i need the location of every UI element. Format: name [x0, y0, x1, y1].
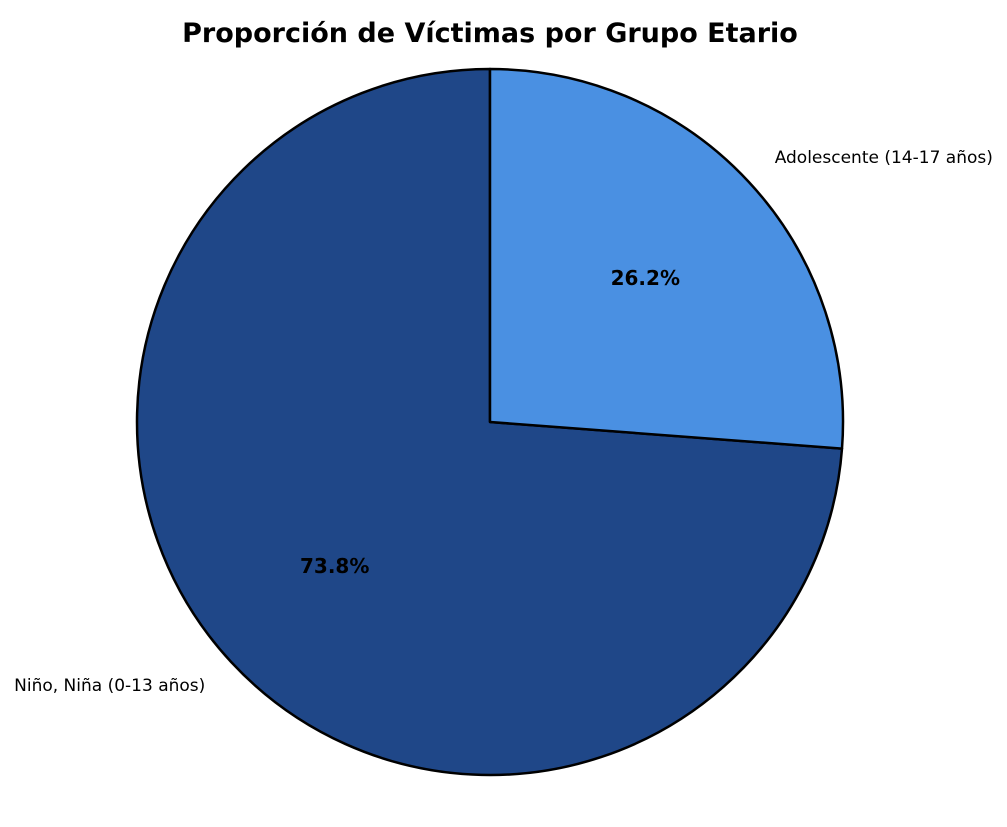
pie-slice-1	[488, 67, 845, 450]
pie-slice-percent-0: 73.8%	[300, 554, 369, 578]
chart-title: Proporción de Víctimas por Grupo Etario	[182, 18, 798, 49]
pie-slice-percent-1: 26.2%	[611, 266, 680, 290]
pie-slice-label-1: Adolescente (14-17 años)	[775, 148, 993, 168]
pie-labels: 73.8% Niño, Niña (0-13 años) 26.2% Adolesce…	[14, 148, 993, 696]
pie-slices	[135, 67, 845, 777]
pie-slice-label-0: Niño, Niña (0-13 años)	[14, 676, 205, 696]
